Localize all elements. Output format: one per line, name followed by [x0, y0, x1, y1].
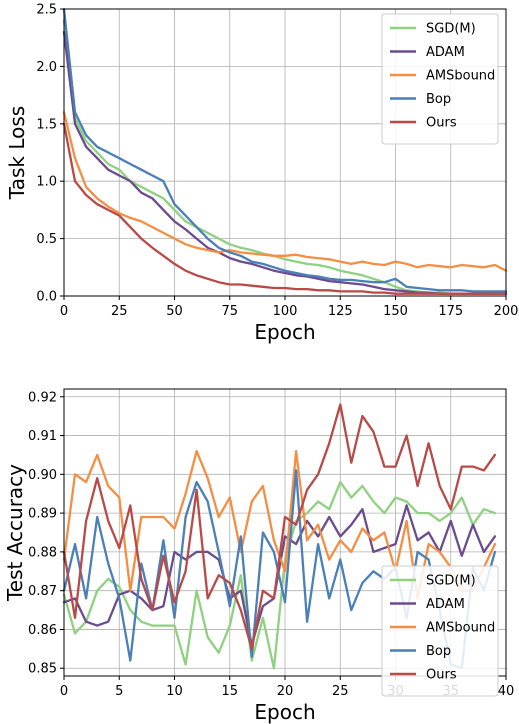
task-loss-chart: 0 25 50 75 100 125 150 175 200 0.0 0.5 1.0 1.5 2.0 2.…: [5, 3, 518, 345]
test-accuracy-y-tick-label: 0.86: [28, 623, 57, 638]
task-loss-y-tick-label: 2.0: [36, 60, 57, 75]
task-loss-series: [62, 7, 508, 295]
test-accuracy-legend-box: [381, 565, 499, 697]
task-loss-x-tick-label: 75: [221, 304, 238, 319]
task-loss-y-tick-label: 0.5: [36, 232, 57, 247]
test-accuracy-x-tick-label: 20: [277, 684, 294, 699]
test-accuracy-legend-label: SGD(M): [426, 574, 476, 589]
task-loss-x-tick-label: 50: [166, 304, 183, 319]
task-loss-x-tick-label: 175: [438, 304, 463, 319]
task-loss-x-ticks: 0 25 50 75 100 125 150 175 200: [60, 296, 519, 319]
task-loss-legend-label: Bop: [426, 92, 451, 107]
test-accuracy-legend-label: Bop: [426, 644, 451, 659]
test-accuracy-x-tick-label: 40: [498, 684, 515, 699]
test-accuracy-chart: 0510152025303540 0.850.860.870.880.890.9…: [3, 388, 515, 724]
test-accuracy-y-tick-label: 0.91: [28, 429, 57, 444]
test-accuracy-x-tick-label: 0: [60, 684, 68, 699]
task-loss-legend-label: AMSbound: [426, 69, 495, 84]
test-accuracy-legend: SGD(M) ADAM AMSbound Bop Ours: [381, 565, 499, 697]
task-loss-x-tick-label: 125: [328, 304, 353, 319]
task-loss-x-axis-label: Epoch: [254, 320, 315, 344]
task-loss-y-tick-label: 1.0: [36, 175, 57, 190]
task-loss-legend-label: ADAM: [426, 45, 465, 60]
task-loss-x-tick-label: 25: [111, 304, 128, 319]
test-accuracy-y-axis-label: Test Accuracy: [3, 464, 27, 602]
test-accuracy-x-axis-label: Epoch: [254, 700, 315, 724]
test-accuracy-y-tick-label: 0.90: [28, 468, 57, 483]
test-accuracy-y-tick-label: 0.87: [28, 584, 57, 599]
test-accuracy-series-line-adam: [62, 504, 497, 647]
test-accuracy-x-tick-label: 15: [221, 684, 238, 699]
task-loss-x-tick-label: 100: [273, 304, 298, 319]
task-loss-x-tick-label: 150: [383, 304, 408, 319]
task-loss-y-tick-label: 0.0: [36, 290, 57, 305]
test-accuracy-y-tick-label: 0.92: [28, 390, 57, 405]
test-accuracy-legend-label: Ours: [426, 668, 457, 683]
task-loss-legend-label: Ours: [426, 116, 457, 131]
task-loss-x-tick-label: 200: [494, 304, 519, 319]
test-accuracy-x-tick-label: 25: [332, 684, 349, 699]
test-accuracy-y-tick-label: 0.88: [28, 545, 57, 560]
task-loss-series-line-ours: [62, 122, 508, 295]
test-accuracy-y-ticks: 0.85 0.86 0.87 0.88 0.89 0.90 0.91 0.92: [28, 390, 64, 677]
task-loss-series-line-amsbound: [62, 111, 508, 272]
task-loss-series-line-bop: [62, 7, 508, 293]
task-loss-legend-box: [381, 13, 499, 145]
test-accuracy-y-tick-label: 0.89: [28, 507, 57, 522]
task-loss-y-axis-label: Task Loss: [5, 106, 29, 200]
test-accuracy-x-tick-label: 10: [166, 684, 183, 699]
test-accuracy-series-line-bop: [62, 469, 497, 670]
test-accuracy-y-tick-label: 0.85: [28, 662, 57, 677]
task-loss-y-tick-label: 1.5: [36, 117, 57, 132]
test-accuracy-legend-label: ADAM: [426, 597, 465, 612]
task-loss-legend: SGD(M) ADAM AMSbound Bop Ours: [381, 13, 499, 145]
test-accuracy-x-tick-label: 5: [115, 684, 123, 699]
task-loss-x-tick-label: 0: [60, 304, 68, 319]
task-loss-y-tick-label: 2.5: [36, 3, 57, 18]
task-loss-y-ticks: 0.0 0.5 1.0 1.5 2.0 2.5: [36, 3, 64, 305]
test-accuracy-legend-label: AMSbound: [426, 621, 495, 636]
task-loss-legend-label: SGD(M): [426, 22, 476, 37]
test-accuracy-series-line-ours: [62, 403, 497, 651]
